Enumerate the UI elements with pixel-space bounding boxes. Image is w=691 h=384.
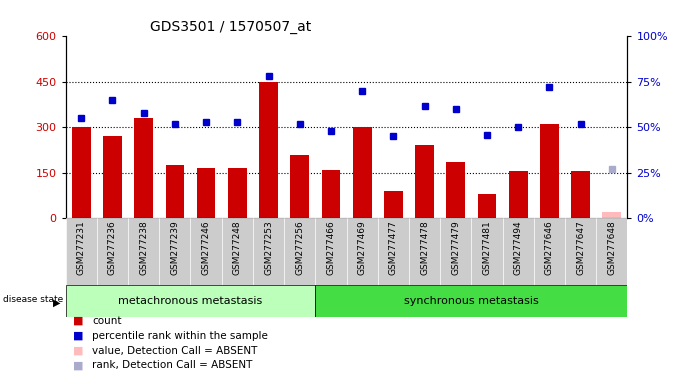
Text: value, Detection Call = ABSENT: value, Detection Call = ABSENT xyxy=(92,346,257,356)
Text: GSM277256: GSM277256 xyxy=(295,220,304,275)
Bar xyxy=(346,218,378,285)
Text: GSM277231: GSM277231 xyxy=(77,220,86,275)
Bar xyxy=(384,191,403,218)
Text: GSM277647: GSM277647 xyxy=(576,220,585,275)
Bar xyxy=(222,218,253,285)
Text: ■: ■ xyxy=(73,361,83,371)
Text: ■: ■ xyxy=(73,316,83,326)
Bar xyxy=(315,285,627,317)
Text: GSM277646: GSM277646 xyxy=(545,220,554,275)
Text: GSM277478: GSM277478 xyxy=(420,220,429,275)
Bar xyxy=(509,171,527,218)
Bar xyxy=(502,218,533,285)
Bar xyxy=(103,136,122,218)
Bar xyxy=(159,218,191,285)
Text: count: count xyxy=(92,316,122,326)
Text: ■: ■ xyxy=(73,331,83,341)
Bar xyxy=(571,171,590,218)
Text: ■: ■ xyxy=(73,346,83,356)
Text: GSM277253: GSM277253 xyxy=(264,220,273,275)
Bar xyxy=(66,218,97,285)
Bar xyxy=(378,218,409,285)
Text: GSM277239: GSM277239 xyxy=(171,220,180,275)
Bar xyxy=(128,218,159,285)
Bar xyxy=(72,127,91,218)
Bar xyxy=(415,146,434,218)
Text: GSM277248: GSM277248 xyxy=(233,220,242,275)
Bar xyxy=(477,194,496,218)
Bar xyxy=(284,218,315,285)
Text: GSM277477: GSM277477 xyxy=(389,220,398,275)
Text: percentile rank within the sample: percentile rank within the sample xyxy=(92,331,268,341)
Text: GSM277481: GSM277481 xyxy=(482,220,491,275)
Bar xyxy=(290,154,309,218)
Bar xyxy=(166,165,184,218)
Text: metachronous metastasis: metachronous metastasis xyxy=(118,296,263,306)
Text: GSM277466: GSM277466 xyxy=(326,220,335,275)
Bar xyxy=(315,218,346,285)
Text: GSM277648: GSM277648 xyxy=(607,220,616,275)
Bar xyxy=(603,212,621,218)
Bar xyxy=(228,168,247,218)
Bar xyxy=(197,168,216,218)
Bar xyxy=(259,82,278,218)
Bar xyxy=(191,218,222,285)
Text: GSM277238: GSM277238 xyxy=(139,220,148,275)
Text: GSM277246: GSM277246 xyxy=(202,220,211,275)
Bar xyxy=(440,218,471,285)
Text: GSM277479: GSM277479 xyxy=(451,220,460,275)
Text: disease state: disease state xyxy=(3,295,64,304)
Bar xyxy=(253,218,284,285)
Text: rank, Detection Call = ABSENT: rank, Detection Call = ABSENT xyxy=(92,361,252,371)
Text: synchronous metastasis: synchronous metastasis xyxy=(404,296,539,306)
Bar xyxy=(97,218,128,285)
Text: GSM277494: GSM277494 xyxy=(513,220,522,275)
Bar xyxy=(596,218,627,285)
Bar xyxy=(353,127,372,218)
Bar xyxy=(540,124,559,218)
Bar xyxy=(409,218,440,285)
Bar xyxy=(134,118,153,218)
Bar xyxy=(533,218,565,285)
Text: ▶: ▶ xyxy=(53,298,60,308)
Bar xyxy=(66,285,315,317)
Text: GSM277236: GSM277236 xyxy=(108,220,117,275)
Text: GDS3501 / 1570507_at: GDS3501 / 1570507_at xyxy=(150,20,311,34)
Bar xyxy=(565,218,596,285)
Bar xyxy=(446,162,465,218)
Bar xyxy=(471,218,502,285)
Bar xyxy=(321,170,340,218)
Text: GSM277469: GSM277469 xyxy=(358,220,367,275)
